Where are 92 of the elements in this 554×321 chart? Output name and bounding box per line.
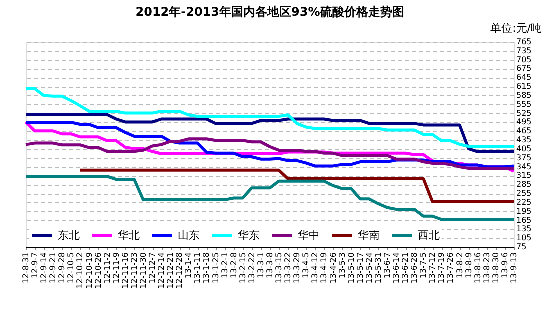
y-tick-label: 585 — [516, 90, 532, 100]
x-tick-label: 13-1-11 — [193, 252, 202, 284]
x-tick-label: 13-8-23 — [482, 252, 492, 284]
y-tick-label: 525 — [516, 108, 532, 118]
x-tick-label: 12-11-23 — [130, 252, 139, 289]
y-tick-label: 255 — [516, 189, 532, 198]
x-tick-label: 12-12-7 — [148, 252, 158, 284]
x-tick-label: 13-4-19 — [320, 252, 329, 284]
legend-label: 华南 — [358, 228, 380, 242]
x-tick-label: 13-1-25 — [211, 252, 220, 284]
x-tick-label: 12-12-14 — [157, 252, 166, 289]
y-tick-label: 135 — [516, 224, 532, 234]
x-tick-label: 12-11-16 — [120, 252, 130, 289]
x-tick-label: 13-9-6 — [500, 252, 510, 279]
chart-title: 2012年-2013年国内各地区93%硫酸价格走势图 — [136, 5, 404, 19]
x-tick-label: 13-3-22 — [284, 252, 293, 284]
y-tick-label: 165 — [516, 216, 532, 225]
x-tick-label: 12-10-19 — [84, 252, 94, 289]
x-tick-label: 13-6-7 — [382, 252, 392, 279]
legend-label: 东北 — [58, 228, 80, 242]
x-tick-label: 13-2-15 — [238, 252, 248, 284]
x-tick-label: 13-3-15 — [274, 252, 284, 284]
x-tick-label: 13-5-24 — [364, 252, 374, 284]
y-tick-label: 765 — [516, 38, 532, 46]
y-tick-label: 615 — [516, 82, 532, 92]
x-tick-label: 12-11-30 — [138, 252, 148, 289]
x-tick-label: 12-10-26 — [94, 252, 103, 289]
x-tick-label: 13-8-2 — [455, 252, 464, 279]
text: 单位:元/吨 — [490, 22, 542, 35]
line-series — [24, 113, 516, 154]
x-tick-label: 13-8-9 — [464, 252, 474, 279]
x-tick-label: 13-7-5 — [419, 252, 428, 279]
line-series — [24, 175, 516, 222]
x-tick-label: 13-1-18 — [202, 252, 212, 284]
legend-label: 华东 — [238, 228, 260, 242]
y-tick-label: 645 — [516, 73, 532, 82]
x-tick-label: 13-6-14 — [392, 252, 402, 284]
y-tick-label: 315 — [516, 171, 532, 180]
y-tick-label: 105 — [516, 234, 532, 243]
x-tick-label: 13-6-21 — [401, 252, 410, 284]
line-series — [24, 138, 516, 170]
x-tick-label: 12-11-2 — [102, 252, 112, 284]
x-tick-label: 13-3-1 — [256, 252, 266, 279]
x-tick-label: 13-3-29 — [292, 252, 302, 284]
y-tick-label: 495 — [516, 118, 532, 127]
x-tick-label: 13-4-5 — [302, 252, 311, 279]
x-tick-label: 12-8-31 — [22, 252, 30, 284]
y-tick-label: 345 — [516, 162, 532, 172]
x-tick-label: 13-4-12 — [310, 252, 320, 284]
x-tick-label: 13-7-26 — [446, 252, 456, 284]
x-tick-label: 13-8-30 — [491, 252, 500, 284]
x-tick-label: 13-2-1 — [220, 252, 230, 279]
x-tick-label: 13-5-3 — [338, 252, 347, 279]
legend-label: 华北 — [118, 228, 140, 242]
y-tick-label: 375 — [516, 153, 532, 162]
x-tick-label: 13-3-8 — [266, 252, 274, 279]
x-tick-label: 13-5-31 — [374, 252, 383, 284]
x-tick-label: 12-9-7 — [30, 252, 40, 279]
x-tick-label: 13-5-10 — [346, 252, 356, 284]
y-tick-label: 735 — [516, 46, 532, 56]
line-series — [24, 87, 516, 148]
x-tick-label: 13-2-8 — [229, 252, 238, 279]
x-tick-label: 12-9-14 — [40, 252, 49, 284]
y-tick-label: 405 — [516, 144, 532, 154]
x-tick-label: 12-12-28 — [175, 252, 184, 289]
y-tick-label: 675 — [516, 64, 532, 74]
y-tick-label: 555 — [516, 100, 532, 109]
x-tick-label: 13-2-22 — [247, 252, 256, 284]
y-tick-label: 435 — [516, 136, 532, 145]
x-tick-label: 13-7-12 — [428, 252, 438, 284]
legend-label: 西北 — [418, 228, 440, 242]
y-tick-label: 705 — [516, 55, 532, 64]
legend-label: 华中 — [298, 228, 320, 242]
x-tick-label: 12-12-21 — [166, 252, 176, 289]
x-tick-label: 12-10-5 — [66, 252, 76, 284]
y-tick-label: 75 — [516, 242, 527, 252]
x-tick-label: 13-9-13 — [510, 252, 518, 284]
x-tick-label: 12-9-28 — [58, 252, 67, 284]
x-tick-label: 12-11-9 — [112, 252, 121, 284]
x-tick-label: 13-7-19 — [437, 252, 446, 284]
x-tick-label: 13-5-17 — [356, 252, 365, 284]
x-tick-label: 13-8-16 — [473, 252, 482, 284]
y-tick-label: 195 — [516, 206, 532, 216]
y-tick-label: 225 — [516, 198, 532, 207]
legend-label: 山东 — [178, 228, 200, 242]
x-tick-label: 13-6-28 — [410, 252, 420, 284]
x-tick-label: 12-10-12 — [76, 252, 85, 289]
y-tick-label: 285 — [516, 180, 532, 190]
x-tick-label: 13-4-26 — [328, 252, 338, 284]
x-tick-label: 13-1-4 — [184, 252, 194, 279]
y-tick-label: 465 — [516, 126, 532, 136]
x-tick-label: 12-9-21 — [48, 252, 58, 284]
